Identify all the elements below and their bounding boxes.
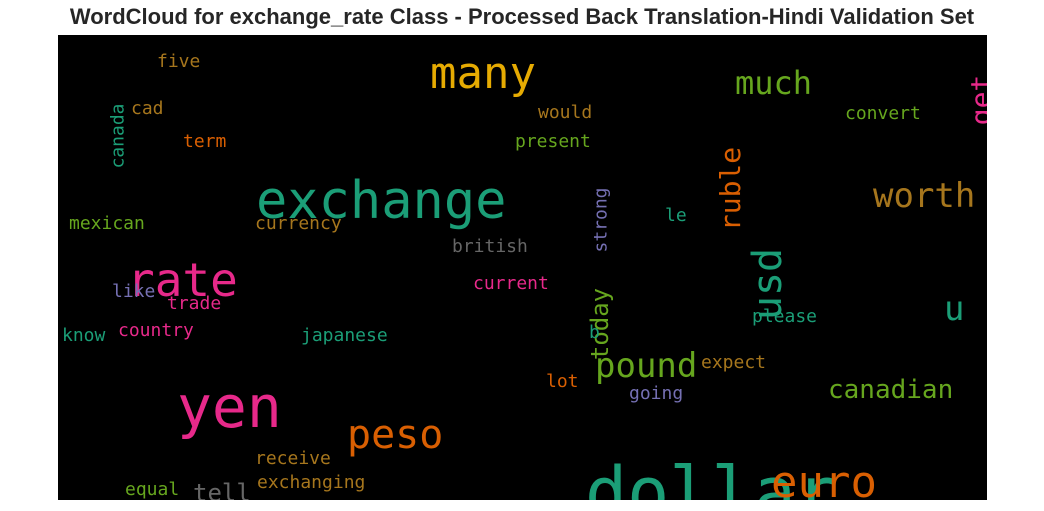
word-peso: peso — [347, 412, 444, 458]
word-pound: pound — [595, 346, 698, 386]
word-currency: currency — [255, 213, 342, 234]
word-convert: convert — [845, 103, 921, 124]
word-strong: strong — [590, 186, 612, 253]
word-ruble: ruble — [714, 146, 748, 232]
word-get: get — [963, 74, 987, 125]
word-many: many — [430, 48, 536, 99]
word-would: would — [538, 102, 593, 123]
word-dollar: dollar — [585, 452, 838, 500]
word-equal: equal — [125, 479, 180, 500]
word-five: five — [157, 51, 201, 72]
word-canadian: canadian — [828, 375, 954, 405]
word-cad: cad — [131, 98, 164, 119]
word-current: current — [473, 273, 549, 294]
word-le: le — [665, 205, 687, 226]
word-receive: receive — [255, 448, 331, 469]
chart-title: WordCloud for exchange_rate Class - Proc… — [69, 4, 975, 29]
word-euro: euro — [771, 457, 877, 501]
word-like: like — [112, 281, 156, 302]
word-canada: canada — [107, 102, 129, 169]
word-yen: yen — [177, 373, 282, 441]
word-japanese: japanese — [301, 325, 388, 346]
word-country: country — [118, 320, 194, 341]
word-mexican: mexican — [69, 213, 145, 234]
wordcloud-canvas: dollar exchange yen rate many euro peso usd poun… — [58, 35, 987, 500]
word-worth: worth — [873, 176, 976, 216]
word-b: b — [589, 322, 600, 343]
word-lot: lot — [546, 371, 579, 392]
word-term: term — [183, 131, 227, 152]
word-trade: trade — [167, 293, 222, 314]
word-british: british — [452, 236, 528, 257]
word-much: much — [735, 64, 813, 102]
word-exchanging: exchanging — [257, 472, 366, 493]
word-going: going — [629, 383, 684, 404]
word-expect: expect — [701, 352, 767, 373]
word-present: present — [515, 131, 591, 152]
word-tell: tell — [193, 479, 251, 500]
word-exchange: exchange — [256, 171, 507, 231]
word-know: know — [62, 325, 106, 346]
word-u: u — [944, 289, 965, 329]
word-please: please — [752, 306, 818, 327]
word-rate: rate — [127, 253, 238, 307]
